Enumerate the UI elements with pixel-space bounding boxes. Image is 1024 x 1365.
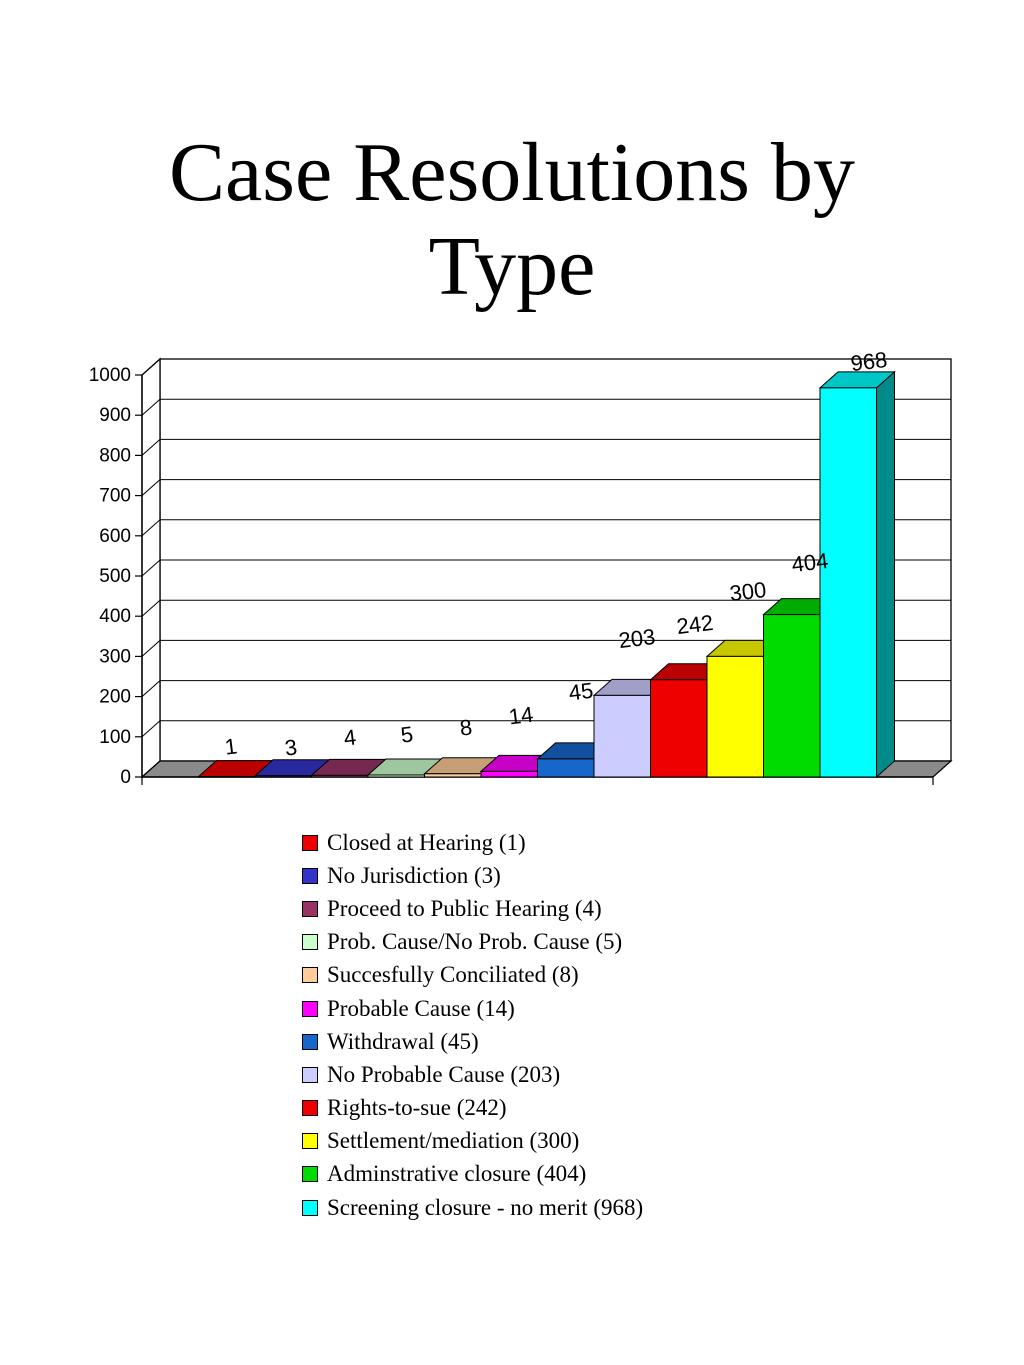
bar-closed-at-hearing <box>198 776 256 778</box>
bar-proceed-to-public-hearing <box>311 774 369 778</box>
chart-title-line2: Type <box>428 220 596 313</box>
legend-item: No Probable Cause (203) <box>302 1058 643 1091</box>
legend-swatch-icon <box>302 1133 318 1150</box>
grid-connector <box>141 398 161 416</box>
legend-label: Proceed to Public Hearing (4) <box>327 895 602 921</box>
data-label: 5 <box>399 721 414 747</box>
bar-withdrawal <box>537 758 595 778</box>
y-axis-label: 100 <box>99 727 131 748</box>
legend-label: Rights-to-sue (242) <box>327 1095 507 1121</box>
legend-label: Screening closure - no merit (968) <box>327 1194 644 1220</box>
legend-item: Closed at Hearing (1) <box>302 826 643 859</box>
legend-swatch-icon <box>302 1166 318 1183</box>
bar-succesfully-conciliated <box>424 773 482 778</box>
y-axis-label: 300 <box>99 646 131 667</box>
grid-connector <box>141 680 161 697</box>
chart-title-line1: Case Resolutions by <box>169 126 855 219</box>
data-label: 45 <box>567 678 594 706</box>
data-label: 203 <box>617 624 656 653</box>
y-axis-label: 600 <box>99 526 131 547</box>
bar-adminstrative-closure <box>763 614 821 778</box>
y-axis-label: 900 <box>99 405 131 426</box>
bar-prob-cause-no-prob-cause <box>367 774 425 778</box>
legend-swatch-icon <box>302 1199 318 1216</box>
grid-connector <box>141 439 161 456</box>
grid-connector <box>141 519 161 537</box>
bar-settlement-mediation <box>706 655 764 778</box>
legend-swatch-icon <box>302 967 318 984</box>
data-label: 8 <box>458 714 473 740</box>
grid-connector <box>141 599 161 617</box>
legend-label: No Probable Cause (203) <box>327 1061 561 1087</box>
grid-connector <box>141 358 161 376</box>
data-label: 14 <box>507 702 534 730</box>
y-axis-label: 200 <box>99 687 131 708</box>
legend-swatch-icon <box>302 900 318 917</box>
legend-swatch-icon <box>302 1033 318 1050</box>
data-label: 3 <box>283 734 298 760</box>
data-label: 968 <box>849 347 888 376</box>
data-label: 404 <box>790 548 829 577</box>
legend-item: Screening closure - no merit (968) <box>302 1191 643 1224</box>
grid-connector <box>141 559 161 577</box>
legend-item: Adminstrative closure (404) <box>302 1158 643 1191</box>
legend-item: Prob. Cause/No Prob. Cause (5) <box>302 926 643 959</box>
y-axis-label: 800 <box>99 445 131 466</box>
grid-connector <box>141 760 161 778</box>
bar-screening-closure-no-merit <box>819 387 877 778</box>
legend-swatch-icon <box>302 1066 318 1083</box>
data-label: 4 <box>342 724 357 750</box>
y-axis-label: 1000 <box>89 365 131 386</box>
legend-label: Withdrawal (45) <box>327 1028 479 1054</box>
legend-swatch-icon <box>302 934 318 951</box>
legend-item: Probable Cause (14) <box>302 992 643 1025</box>
legend-item: Rights-to-sue (242) <box>302 1092 643 1125</box>
legend-swatch-icon <box>302 1000 318 1017</box>
bar-rights-to-sue <box>650 679 708 778</box>
legend-label: Closed at Hearing (1) <box>327 829 526 855</box>
legend-item: No Jurisdiction (3) <box>302 859 643 892</box>
data-label: 242 <box>675 610 714 639</box>
data-label: 1 <box>223 733 238 759</box>
bar-no-probable-cause <box>593 694 651 778</box>
y-axis-label: 700 <box>99 486 131 507</box>
y-axis-label: 0 <box>120 767 131 788</box>
legend-swatch-icon <box>302 867 318 884</box>
chart-legend: Closed at Hearing (1) No Jurisdiction (3)… <box>302 826 643 1224</box>
legend-label: No Jurisdiction (3) <box>327 862 501 888</box>
legend-item: Succesfully Conciliated (8) <box>302 959 643 992</box>
legend-label: Prob. Cause/No Prob. Cause (5) <box>327 929 623 955</box>
legend-label: Succesfully Conciliated (8) <box>327 962 579 988</box>
y-axis-label: 400 <box>99 606 131 627</box>
legend-item: Proceed to Public Hearing (4) <box>302 892 643 925</box>
data-label: 300 <box>728 577 767 606</box>
bar-side-screening-closure-no-merit <box>876 370 895 779</box>
legend-label: Adminstrative closure (404) <box>327 1161 587 1187</box>
legend-label: Probable Cause (14) <box>327 995 515 1021</box>
legend-label: Settlement/mediation (300) <box>327 1128 580 1154</box>
legend-item: Settlement/mediation (300) <box>302 1125 643 1158</box>
grid-connector <box>141 720 161 738</box>
y-axis-label: 500 <box>99 566 131 587</box>
grid-connector <box>141 479 161 496</box>
grid-connector <box>141 640 161 657</box>
chart-title: Case Resolutions by Type <box>0 126 1024 314</box>
bar-no-jurisdiction <box>254 775 312 778</box>
legend-item: Withdrawal (45) <box>302 1025 643 1058</box>
legend-swatch-icon <box>302 1100 318 1117</box>
bar-probable-cause <box>480 770 538 778</box>
legend-swatch-icon <box>302 834 318 851</box>
